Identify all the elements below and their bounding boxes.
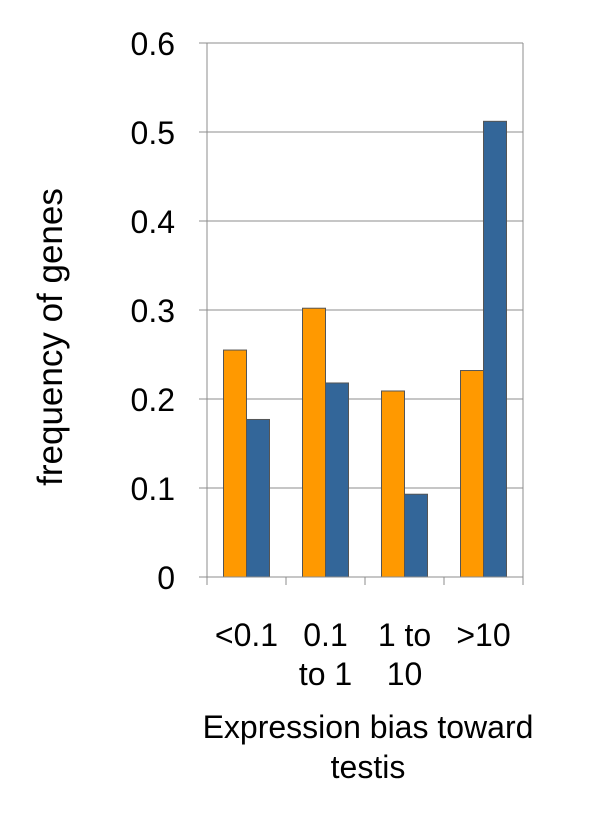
y-tick-label: 0.2: [131, 382, 175, 418]
x-axis-title: Expression bias toward testis: [203, 709, 534, 785]
y-tick-label: 0.3: [131, 293, 175, 329]
bar: [325, 382, 349, 578]
bar: [223, 349, 247, 578]
x-tick-label: <0.1: [215, 617, 278, 653]
bar: [302, 307, 326, 578]
x-tick-label: 1 to 10: [378, 617, 431, 692]
y-axis-title: frequency of genes: [31, 188, 70, 486]
x-tick-label: 0.1 to 1: [299, 617, 352, 692]
x-tick-label: >10: [456, 617, 510, 653]
bars: [223, 120, 507, 578]
axes: [199, 42, 524, 585]
bar: [460, 370, 484, 578]
bar: [381, 390, 405, 578]
y-tick-label: 0.4: [131, 204, 175, 240]
y-tick-label: 0.6: [131, 26, 175, 62]
tick-labels: 0 0.1 0.2 0.3 0.4 0.5 0.6 <0.1 0.1 to 1 1 to 10 >10: [131, 26, 511, 692]
y-tick-label: 0.1: [131, 471, 175, 507]
y-tick-label: 0: [157, 560, 175, 596]
y-tick-label: 0.5: [131, 115, 175, 151]
bar: [404, 493, 428, 578]
bar: [483, 120, 507, 578]
bar: [246, 418, 270, 578]
